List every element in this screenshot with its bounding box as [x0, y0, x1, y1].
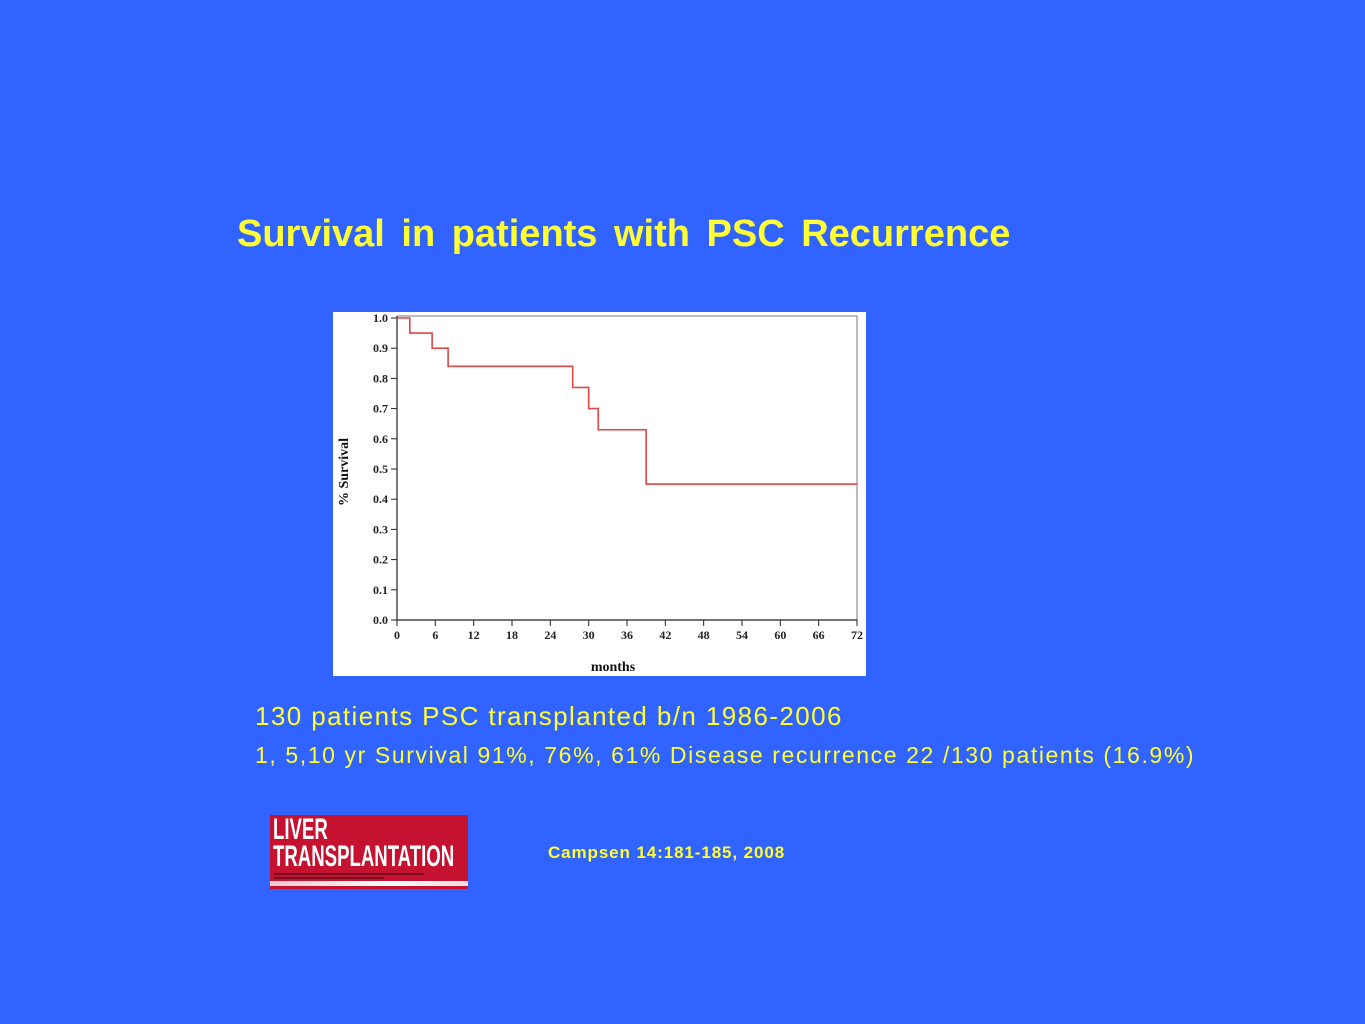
survival-chart: 0.0 0.1 0.2 0.3 0.4 0.5 0.6 0.7 0.8 0.9 1.0 0 6 12 18… — [333, 312, 866, 676]
x-axis-ticks: 0 6 12 18 24 30 36 42 48 54 60 66 72 — [394, 620, 863, 642]
x-tick-label: 12 — [468, 628, 480, 642]
x-tick-label: 48 — [698, 628, 710, 642]
y-axis-label: % Survival — [337, 438, 352, 506]
y-tick-label: 0.2 — [373, 553, 388, 567]
logo-stripe — [270, 881, 468, 886]
x-tick-label: 6 — [432, 628, 438, 642]
survival-curve — [397, 317, 857, 485]
x-tick-label: 0 — [394, 628, 400, 642]
x-tick-label: 66 — [813, 628, 825, 642]
plot-frame — [396, 315, 858, 621]
logo-word-transplantation: TRANSPLANTATION — [273, 840, 455, 873]
x-axis-label: months — [591, 660, 636, 675]
citation: Campsen 14:181-185, 2008 — [548, 843, 786, 862]
y-tick-label: 0.1 — [373, 583, 388, 597]
y-tick-label: 0.9 — [373, 341, 388, 355]
y-tick-label: 0.0 — [373, 613, 388, 627]
liver-transplantation-logo: LIVER TRANSPLANTATION — [270, 815, 468, 889]
x-tick-label: 42 — [659, 628, 671, 642]
x-tick-label: 72 — [851, 628, 863, 642]
y-tick-label: 0.7 — [373, 402, 388, 416]
y-tick-label: 0.4 — [373, 492, 388, 506]
y-tick-label: 1.0 — [373, 312, 388, 325]
y-axis-ticks: 0.0 0.1 0.2 0.3 0.4 0.5 0.6 0.7 0.8 0.9 1.0 — [373, 312, 397, 627]
patients-summary: 130 patients PSC transplanted b/n 1986-2… — [255, 701, 843, 731]
y-tick-label: 0.3 — [373, 522, 388, 536]
x-tick-label: 24 — [544, 628, 556, 642]
survival-summary: 1, 5,10 yr Survival 91%, 76%, 61% Diseas… — [255, 742, 1196, 768]
x-tick-label: 36 — [621, 628, 633, 642]
x-tick-label: 54 — [736, 628, 748, 642]
x-tick-label: 60 — [774, 628, 786, 642]
y-tick-label: 0.6 — [373, 432, 388, 446]
x-tick-label: 18 — [506, 628, 518, 642]
slide-title: Survival in patients with PSC Recurrence — [237, 213, 1011, 255]
logo-subtitle-line — [274, 873, 424, 875]
y-tick-label: 0.5 — [373, 462, 388, 476]
x-tick-label: 30 — [583, 628, 595, 642]
logo-word-liver: LIVER — [273, 815, 328, 846]
logo-subtitle-line — [274, 877, 384, 879]
survival-chart-svg: 0.0 0.1 0.2 0.3 0.4 0.5 0.6 0.7 0.8 0.9 1.0 0 6 12 18… — [337, 312, 863, 675]
y-tick-label: 0.8 — [373, 371, 388, 385]
